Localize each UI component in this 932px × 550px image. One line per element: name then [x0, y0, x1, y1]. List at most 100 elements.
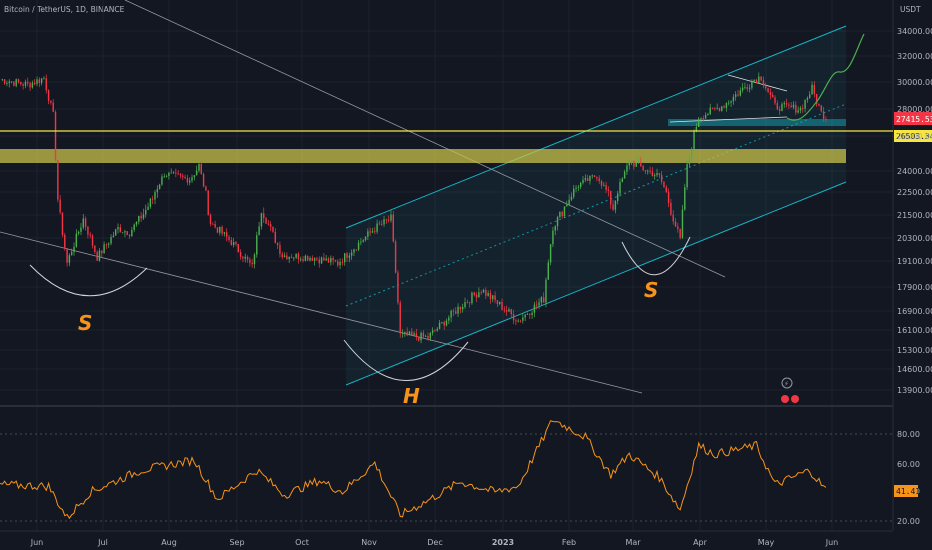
projection-path[interactable]	[786, 33, 865, 121]
channel-upper-line[interactable]	[345, 25, 847, 229]
candle-body	[536, 304, 538, 306]
candle-body	[212, 223, 214, 225]
rsi-tick-label: 60.00	[897, 460, 920, 469]
candle-body	[466, 302, 469, 304]
candle-body	[660, 174, 663, 182]
resistance-zone[interactable]	[0, 149, 846, 163]
candle-body	[459, 306, 462, 310]
candle-body	[542, 297, 545, 303]
wedge-bottom-line[interactable]	[669, 116, 788, 123]
candle-body	[744, 87, 746, 89]
candle-body	[737, 94, 739, 96]
candle-body	[813, 84, 816, 94]
current-price-tag[interactable]: 27415.53	[894, 112, 932, 125]
candle-body	[357, 242, 360, 250]
candle-body	[820, 105, 822, 112]
candle-body	[653, 175, 656, 177]
candle-body	[145, 209, 147, 215]
candle-body	[1, 79, 4, 81]
rsi-line[interactable]	[0, 420, 827, 520]
candle-body	[45, 78, 47, 91]
candle-body	[811, 84, 813, 95]
candle-body	[13, 81, 15, 86]
candle-body	[415, 333, 418, 337]
candle-body	[165, 175, 168, 177]
candle-body	[295, 253, 297, 258]
candle-body	[461, 307, 464, 310]
candle-body	[591, 175, 593, 177]
candle-body	[771, 94, 774, 98]
candle-body	[235, 242, 237, 245]
candle-body	[593, 175, 596, 178]
candle-body	[242, 256, 244, 259]
price-tick-label: 16100.00	[897, 326, 932, 335]
wedge-top-line[interactable]	[727, 74, 788, 92]
candle-body	[438, 322, 441, 329]
candle-body	[501, 302, 503, 310]
candle-body	[80, 227, 82, 232]
event-earnings-icon-a[interactable]	[781, 395, 789, 403]
candle-body	[332, 258, 334, 261]
candle-body	[818, 103, 820, 106]
candle-body	[195, 170, 198, 176]
time-axis[interactable]: Jun Jul Aug Sep Oct Nov Dec 2023 Feb Mar Apr May Jun	[30, 538, 839, 547]
candle-body	[24, 81, 27, 86]
time-tick-label: Aug	[161, 538, 177, 547]
candle-body	[621, 178, 624, 183]
candle-body	[306, 255, 309, 261]
time-tick-label: Jul	[97, 538, 108, 547]
candle-body	[98, 250, 101, 261]
rsi-value-tag[interactable]: 41.41	[894, 485, 920, 497]
time-tick-label: May	[758, 538, 775, 547]
candle-body	[603, 185, 605, 186]
candle-body	[658, 173, 661, 175]
candle-body	[182, 175, 184, 177]
left-shoulder-arc[interactable]	[29, 264, 148, 297]
candle-body	[806, 97, 809, 100]
candle-body	[172, 172, 175, 174]
lower-trend-line[interactable]	[0, 231, 643, 394]
head-arc[interactable]	[343, 339, 469, 381]
candle-body	[721, 106, 723, 111]
candle-body	[503, 309, 506, 311]
candle-body	[709, 107, 711, 114]
candle-body	[66, 248, 68, 263]
candle-body	[346, 253, 348, 258]
candle-body	[797, 110, 799, 113]
candle-body	[290, 256, 293, 259]
candle-body	[693, 131, 695, 150]
candle-body	[186, 177, 189, 183]
descending-trend-line[interactable]	[124, 0, 726, 278]
candle-body	[677, 226, 679, 230]
candle-body	[258, 226, 260, 236]
right-shoulder-arc[interactable]	[621, 236, 691, 276]
candle-body	[596, 177, 598, 179]
event-earnings-icon-b[interactable]	[791, 395, 799, 403]
event-flash-icon[interactable]	[781, 377, 793, 389]
support-price-tag[interactable]: 26503.34	[894, 130, 932, 142]
channel-lower-line[interactable]	[345, 181, 847, 386]
candle-body	[309, 257, 311, 261]
candle-body	[778, 109, 781, 111]
candle-body	[337, 261, 339, 266]
candle-body	[434, 330, 436, 332]
candle-body	[647, 170, 649, 172]
candle-body	[36, 79, 38, 85]
candle-body	[59, 199, 61, 213]
candle-body	[61, 212, 64, 235]
right-shoulder-label: S	[644, 278, 658, 302]
candle-body	[760, 76, 762, 81]
time-tick-label: Oct	[295, 538, 309, 547]
price-axis[interactable]: 34000.00 32000.00 30000.00 28000.00 26000.00…	[897, 27, 932, 395]
price-tick-label: 13900.00	[897, 386, 932, 395]
candle-body	[397, 272, 399, 303]
candle-body	[684, 187, 686, 210]
consolidation-box[interactable]	[668, 119, 846, 126]
price-tick-label: 30000.00	[897, 78, 932, 87]
candle-body	[170, 172, 172, 174]
candle-body	[478, 292, 480, 298]
candle-body	[579, 182, 582, 187]
candle-body	[50, 100, 52, 103]
